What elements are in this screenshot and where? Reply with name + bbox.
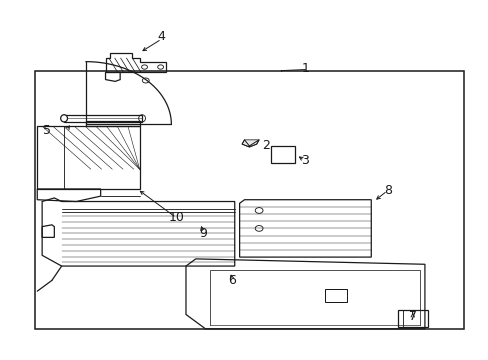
- Bar: [35, 71, 463, 329]
- Text: 6: 6: [228, 274, 236, 287]
- Text: 3: 3: [301, 154, 309, 167]
- Bar: [397, 310, 427, 327]
- Text: 2: 2: [262, 139, 270, 152]
- Text: 4: 4: [157, 30, 165, 43]
- Text: 8: 8: [384, 184, 391, 197]
- Bar: [325, 289, 346, 302]
- Text: 7: 7: [408, 310, 416, 323]
- Text: 9: 9: [199, 227, 206, 240]
- Text: 10: 10: [168, 211, 184, 224]
- Ellipse shape: [61, 115, 67, 122]
- Polygon shape: [242, 140, 259, 147]
- Bar: [271, 145, 294, 163]
- Text: 1: 1: [301, 62, 309, 75]
- Text: 5: 5: [43, 124, 51, 137]
